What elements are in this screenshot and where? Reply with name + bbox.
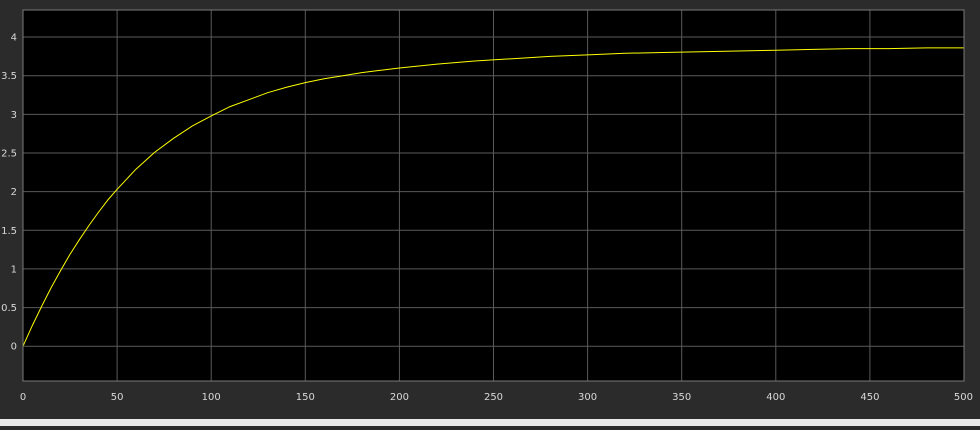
y-tick-label: 3.5 — [1, 71, 17, 82]
series-line-0 — [22, 47, 964, 347]
bottom-strip — [0, 419, 980, 426]
x-tick-label: 150 — [296, 392, 315, 403]
x-tick-label: 400 — [766, 392, 785, 403]
axes-border — [22, 9, 965, 382]
y-tick-label: 3 — [11, 110, 17, 121]
x-tick-label: 300 — [578, 392, 597, 403]
x-tick-label: 50 — [111, 392, 124, 403]
x-tick-label: 350 — [672, 392, 691, 403]
y-tick-labels: 0 0.5 1 1.5 2 2.5 3 3.5 4 — [1, 33, 17, 353]
y-tick-label: 1.5 — [1, 226, 17, 237]
y-tick-label: 1 — [11, 264, 17, 275]
grid-layer — [23, 10, 964, 381]
y-tick-label: 2.5 — [1, 148, 17, 159]
y-tick-label: 2 — [11, 187, 17, 198]
x-tick-labels: 0 50 100 150 200 250 300 350 400 450 500 — [20, 392, 973, 403]
y-tick-label: 4 — [11, 33, 17, 44]
x-tick-label: 250 — [484, 392, 503, 403]
x-tick-label: 450 — [860, 392, 879, 403]
x-tick-label: 100 — [202, 392, 221, 403]
y-tick-label: 0.5 — [1, 303, 17, 314]
x-tick-label: 500 — [954, 392, 973, 403]
series-layer — [22, 47, 964, 347]
x-tick-label: 200 — [390, 392, 409, 403]
y-tick-label: 0 — [11, 342, 17, 353]
x-tick-label: 0 — [20, 392, 26, 403]
